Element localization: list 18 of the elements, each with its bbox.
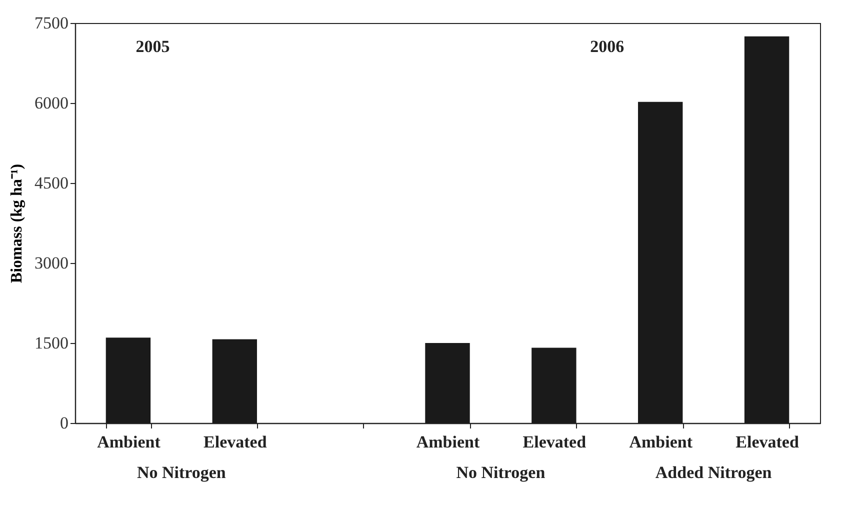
y-tick-label: 1500 (34, 334, 68, 352)
text: No Nitrogen (456, 463, 546, 482)
y-tick-label: 7500 (34, 14, 68, 32)
y-tick-label: 4500 (34, 174, 68, 192)
text: No Nitrogen (136, 463, 226, 482)
y-tick-label: 6000 (34, 94, 68, 112)
annotation: 2005 (136, 37, 170, 56)
annotation: 2006 (590, 37, 624, 56)
x-tick-label: Elevated (736, 432, 800, 452)
y-tick-label: 3000 (34, 254, 68, 272)
x-tick-label: Ambient (416, 432, 480, 452)
y-tick-label: 0 (60, 414, 68, 432)
y-axis-title: Biomass (kg ha⁻¹) (8, 164, 26, 284)
x-tick-label: Ambient (97, 432, 161, 452)
x-tick-label: Elevated (522, 432, 587, 452)
x-tick-label: Elevated (204, 432, 268, 452)
x-tick-label: Ambient (629, 432, 693, 452)
text: Added Nitrogen (655, 463, 772, 482)
